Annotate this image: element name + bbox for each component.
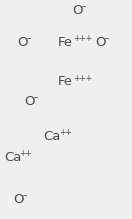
Text: --: -- — [33, 93, 39, 102]
Text: O: O — [95, 36, 106, 49]
Text: --: -- — [27, 34, 32, 43]
Text: O: O — [24, 95, 34, 108]
Text: O: O — [13, 193, 24, 206]
Text: +++: +++ — [73, 74, 92, 83]
Text: --: -- — [105, 34, 110, 43]
Text: Fe: Fe — [58, 36, 73, 49]
Text: ++: ++ — [59, 128, 72, 137]
Text: --: -- — [82, 2, 88, 11]
Text: O: O — [17, 36, 28, 49]
Text: O: O — [73, 4, 83, 17]
Text: Fe: Fe — [58, 75, 73, 88]
Text: +++: +++ — [73, 34, 92, 43]
Text: --: -- — [23, 191, 28, 200]
Text: ++: ++ — [19, 149, 32, 158]
Text: Ca: Ca — [44, 130, 61, 143]
Text: Ca: Ca — [4, 151, 21, 164]
